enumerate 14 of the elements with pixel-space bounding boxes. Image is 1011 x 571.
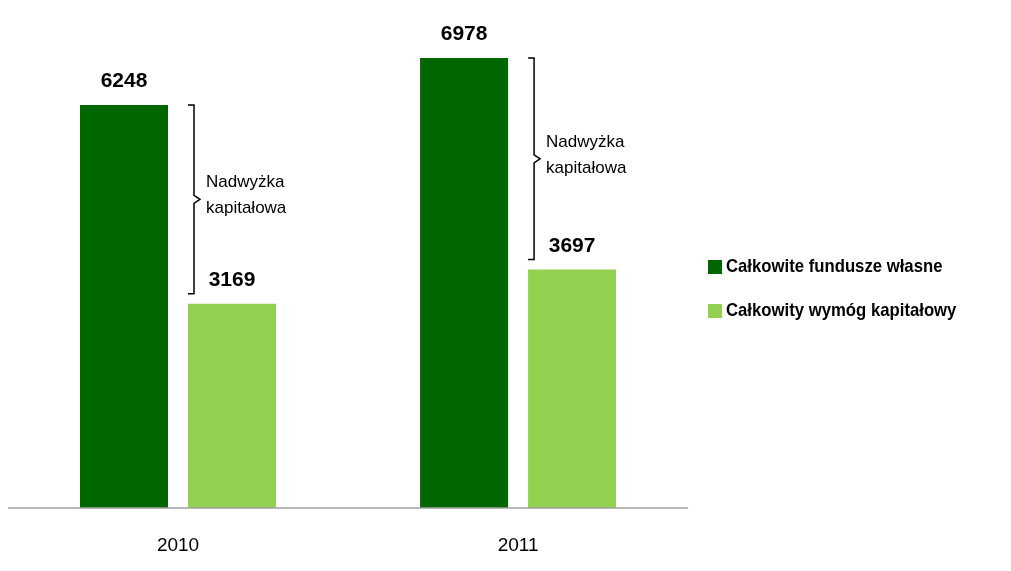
legend-label: Całkowite fundusze własne — [726, 254, 943, 278]
x-tick-label: 2011 — [497, 534, 539, 556]
data-label: 3169 — [208, 266, 256, 290]
bar — [188, 303, 276, 508]
bar — [528, 269, 617, 508]
x-tick-label: 2010 — [156, 534, 200, 556]
data-label: 3697 — [548, 232, 596, 256]
annotation: Nadwyżka kapitałowa — [546, 131, 627, 177]
bar — [80, 105, 168, 508]
data-label: 6248 — [100, 68, 148, 92]
data-label: 6978 — [440, 21, 488, 44]
annotation: Nadwyżka kapitałowa — [206, 172, 287, 218]
bar — [420, 58, 509, 508]
legend-label: Całkowity wymóg kapitałowy — [726, 298, 957, 322]
